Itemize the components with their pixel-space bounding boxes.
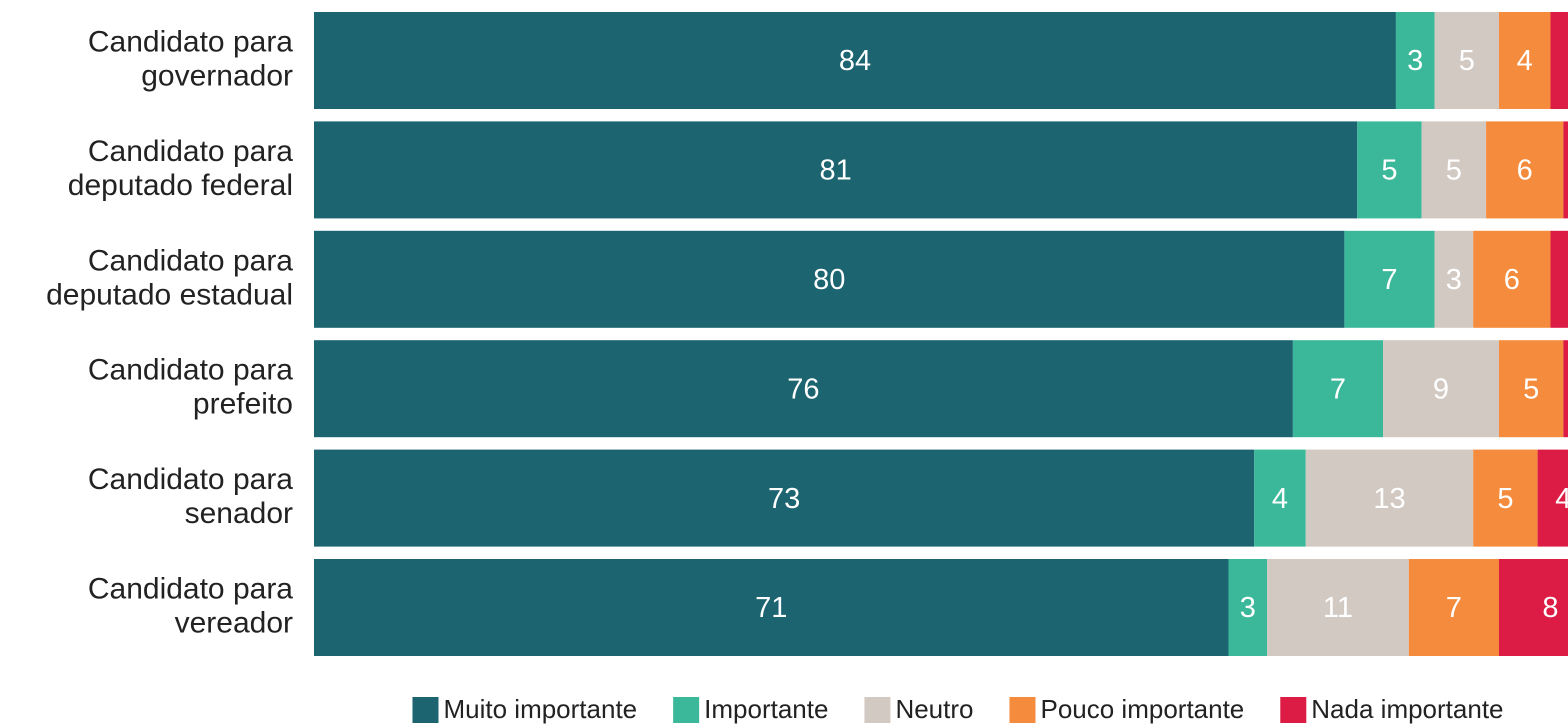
bar-segment bbox=[1267, 559, 1409, 656]
bar-segment bbox=[1434, 230, 1474, 328]
value-label: 6 bbox=[1504, 264, 1520, 296]
value-label: 6 bbox=[1517, 155, 1533, 187]
bar-segment bbox=[1473, 230, 1551, 328]
bar-segment bbox=[1563, 340, 1568, 438]
value-label: 5 bbox=[1381, 155, 1397, 187]
category-label: Candidato para governador bbox=[88, 25, 293, 92]
value-label: 73 bbox=[768, 483, 800, 515]
legend-swatch bbox=[673, 697, 700, 723]
value-label: 4 bbox=[1555, 483, 1568, 515]
bar-segment bbox=[314, 121, 1358, 219]
value-label: 76 bbox=[787, 373, 819, 405]
value-label: 8 bbox=[1542, 592, 1558, 624]
bar-segment bbox=[1498, 340, 1564, 438]
value-label: 7 bbox=[1446, 592, 1462, 624]
category-label: Candidato para senador bbox=[88, 463, 293, 530]
value-label: 5 bbox=[1523, 373, 1539, 405]
bar-segment bbox=[1383, 340, 1499, 438]
bar-segment bbox=[314, 230, 1345, 328]
value-label: 71 bbox=[755, 592, 787, 624]
bar-segment bbox=[314, 449, 1255, 547]
bar-segment bbox=[1550, 230, 1568, 328]
bar-segment bbox=[1395, 12, 1435, 109]
legend-label: Nada importante bbox=[1311, 694, 1503, 724]
value-label: 4 bbox=[1272, 483, 1288, 515]
bar-segment bbox=[1292, 340, 1384, 438]
bar-segment bbox=[1254, 449, 1306, 547]
bar-segment bbox=[1537, 449, 1568, 547]
category-label: Candidato para deputado federal bbox=[68, 135, 294, 202]
value-label: 5 bbox=[1459, 45, 1475, 77]
bar-segment bbox=[1498, 12, 1551, 109]
value-label: 3 bbox=[1446, 264, 1462, 296]
legend-label: Neutro bbox=[895, 694, 973, 724]
value-label: 11 bbox=[1323, 592, 1353, 624]
value-label: 7 bbox=[1330, 373, 1346, 405]
value-label: 84 bbox=[839, 45, 871, 77]
value-label: 3 bbox=[1240, 592, 1256, 624]
value-label: 80 bbox=[813, 264, 845, 296]
legend: Muito importante Importante Neutro Pouco im… bbox=[412, 694, 1504, 724]
bar-segment bbox=[1563, 121, 1568, 219]
value-label: 81 bbox=[820, 155, 852, 187]
bar-segment bbox=[1486, 121, 1564, 219]
legend-swatch bbox=[1280, 697, 1307, 723]
bar-segment bbox=[1357, 121, 1422, 219]
bar-segment bbox=[1473, 449, 1538, 547]
value-label: 5 bbox=[1446, 155, 1462, 187]
category-label: Candidato para deputado estadual bbox=[46, 244, 293, 311]
bar-segment bbox=[1498, 559, 1568, 656]
value-label: 4 bbox=[1517, 45, 1533, 77]
legend-swatch bbox=[864, 697, 891, 723]
bar-segment bbox=[1421, 121, 1487, 219]
value-label: 9 bbox=[1433, 373, 1449, 405]
bar-segment bbox=[1550, 12, 1568, 109]
legend-swatch bbox=[412, 697, 439, 723]
legend-swatch bbox=[1009, 697, 1036, 723]
bar-segment bbox=[314, 12, 1396, 109]
bar-segment bbox=[1434, 12, 1499, 109]
bar-segment bbox=[314, 340, 1293, 438]
value-label: 7 bbox=[1381, 264, 1397, 296]
bar-segment bbox=[1228, 559, 1268, 656]
bar-segment bbox=[1408, 559, 1499, 656]
category-label: Candidato para prefeito bbox=[88, 354, 293, 421]
bar-segment bbox=[1305, 449, 1474, 547]
legend-label: Importante bbox=[704, 694, 828, 724]
legend-label: Muito importante bbox=[443, 694, 637, 724]
category-label: Candidato para vereador bbox=[88, 572, 293, 639]
legend-label: Pouco importante bbox=[1040, 694, 1244, 724]
value-label: 3 bbox=[1407, 45, 1423, 77]
bar-segment bbox=[1344, 230, 1435, 328]
value-label: 5 bbox=[1497, 483, 1513, 515]
bar-segment bbox=[314, 559, 1229, 656]
value-label: 13 bbox=[1373, 483, 1405, 515]
